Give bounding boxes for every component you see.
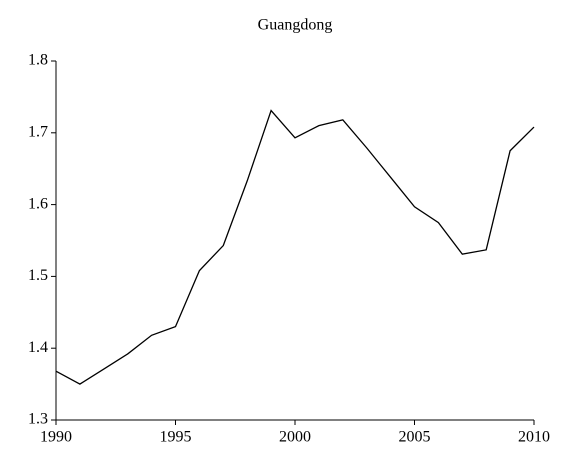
line: [55, 109, 535, 385]
x-tick-label: 2005: [399, 429, 431, 446]
x-tick-label: 1995: [160, 429, 192, 446]
x-tick-label: 2010: [518, 429, 550, 446]
y-tick-label: 1.3: [28, 411, 48, 428]
y-tick-label: 1.8: [28, 52, 48, 69]
x-tick-label: 2000: [279, 429, 311, 446]
y-tick-label: 1.7: [28, 123, 48, 140]
y-tick-label: 1.6: [28, 195, 48, 212]
chart-title: Guangdong: [258, 17, 333, 34]
y-tick-label: 1.4: [28, 339, 48, 356]
y-tick-label: 1.5: [28, 267, 48, 284]
x-tick-label: 1990: [40, 429, 72, 446]
